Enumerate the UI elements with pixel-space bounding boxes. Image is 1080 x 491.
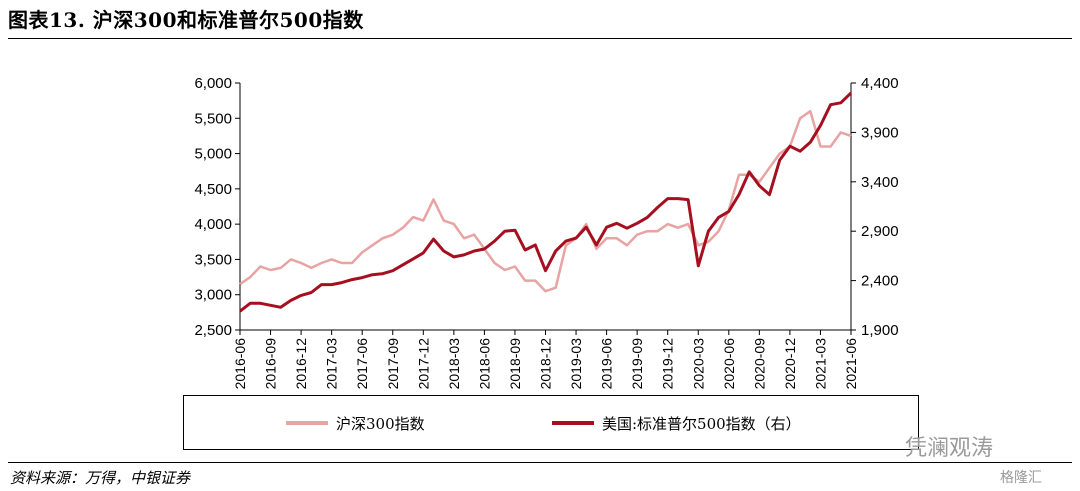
right-tick-label: 3,900 <box>861 124 899 141</box>
left-tick-label: 3,000 <box>194 287 232 304</box>
watermark-logo: 格隆汇 <box>1000 470 1042 486</box>
legend-item-sp500: 美国:标准普尔500指数（右） <box>552 412 801 434</box>
x-tick-label: 2018-06 <box>476 338 492 390</box>
x-tick-label: 2016-12 <box>293 338 309 390</box>
chart-title: 图表13. 沪深300和标准普尔500指数 <box>8 8 364 32</box>
x-tick-label: 2020-06 <box>721 338 737 390</box>
line-chart: 2,500 3,000 3,500 4,000 4,500 5,000 5,500 6,000… <box>194 75 899 390</box>
x-tick-label: 2020-09 <box>751 338 767 390</box>
series-line-sp500 <box>239 91 853 313</box>
right-tick-label: 2,900 <box>861 223 899 240</box>
left-tick-label: 4,500 <box>194 181 232 198</box>
legend-item-csi300: 沪深300指数 <box>286 412 425 434</box>
x-tick-label: 2017-12 <box>415 338 431 390</box>
x-tick-label: 2019-03 <box>568 338 584 390</box>
legend-swatch-csi300 <box>286 421 328 425</box>
x-tick-label: 2017-09 <box>385 338 401 390</box>
watermark-text: 凭澜观涛 <box>905 436 994 461</box>
footer-divider <box>8 462 1072 463</box>
chart-legend: 沪深300指数 美国:标准普尔500指数（右） <box>183 395 919 450</box>
x-tick-label: 2021-03 <box>812 338 828 390</box>
right-tick-label: 4,400 <box>861 75 899 92</box>
left-tick-label: 5,500 <box>194 110 232 127</box>
left-tick-label: 4,000 <box>194 216 232 233</box>
x-tick-label: 2019-09 <box>629 338 645 390</box>
left-tick-label: 2,500 <box>194 322 232 339</box>
legend-swatch-sp500 <box>552 421 594 425</box>
x-tick-label: 2018-03 <box>446 338 462 390</box>
x-tick-label: 2017-03 <box>324 338 340 390</box>
left-tick-label: 3,500 <box>194 251 232 268</box>
series-line-csi300 <box>239 109 852 293</box>
left-tick-label: 5,000 <box>194 146 232 163</box>
x-tick-label: 2021-06 <box>843 338 859 390</box>
x-tick-label: 2017-06 <box>354 338 370 390</box>
x-tick-label: 2020-03 <box>690 338 706 390</box>
left-tick-label: 6,000 <box>194 75 232 92</box>
x-tick-label: 2016-06 <box>232 338 248 390</box>
x-tick-label: 2020-12 <box>782 338 798 390</box>
x-tick-label: 2019-12 <box>660 338 676 390</box>
x-tick-label: 2018-12 <box>538 338 554 390</box>
title-divider <box>8 38 1072 39</box>
legend-label-sp500: 美国:标准普尔500指数（右） <box>602 414 801 433</box>
right-tick-label: 3,400 <box>861 174 899 191</box>
legend-label-csi300: 沪深300指数 <box>336 414 425 433</box>
x-tick-label: 2016-09 <box>263 338 279 390</box>
source-note: 资料来源：万得，中银证券 <box>10 469 191 487</box>
x-tick-label: 2018-09 <box>507 338 523 390</box>
x-tick-label: 2019-06 <box>599 338 615 390</box>
right-tick-label: 1,900 <box>861 322 899 339</box>
right-tick-label: 2,400 <box>861 273 899 290</box>
